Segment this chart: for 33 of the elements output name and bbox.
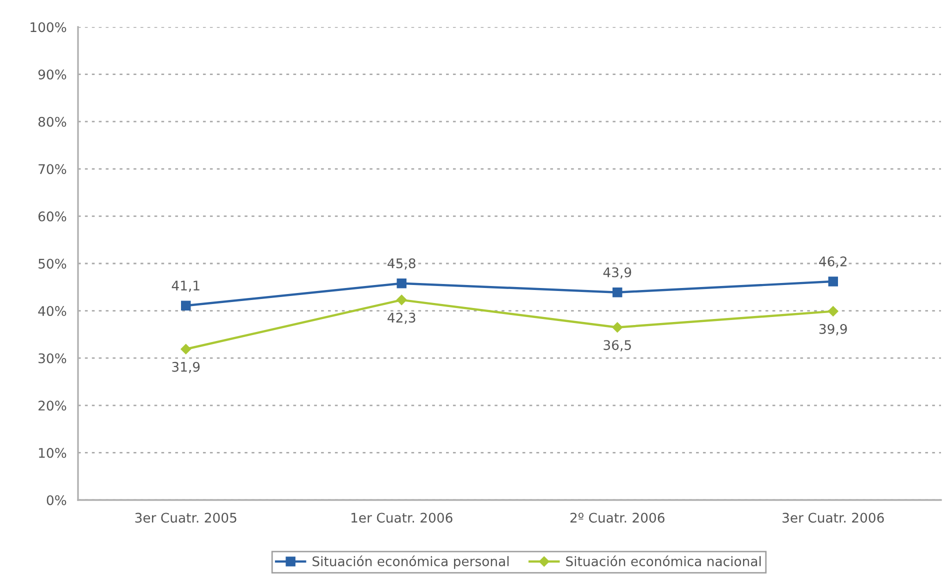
data-label: 42,3 bbox=[388, 312, 416, 324]
data-label: 43,9 bbox=[603, 267, 632, 279]
point bbox=[181, 300, 191, 310]
data-label: 46,2 bbox=[819, 256, 846, 268]
point bbox=[396, 278, 406, 288]
y-tick-label: 30% bbox=[38, 353, 66, 364]
x-tick-label: 3er Cuatr. 2005 bbox=[135, 512, 236, 523]
y-tick-label: 20% bbox=[38, 400, 66, 411]
legend-label: Situación económica nacional bbox=[566, 556, 761, 566]
point bbox=[612, 322, 622, 332]
y-tick-label: 100% bbox=[30, 22, 66, 32]
x-tick-label: 1er Cuatr. 2006 bbox=[352, 512, 452, 523]
y-tick-label: 0% bbox=[46, 495, 66, 506]
data-label: 36,5 bbox=[604, 340, 631, 352]
data-label: 45,8 bbox=[388, 258, 416, 270]
y-tick-label: 70% bbox=[38, 164, 66, 174]
data-label: 39,9 bbox=[819, 324, 847, 336]
y-tick-label: 40% bbox=[38, 306, 66, 316]
y-tick-label: 90% bbox=[38, 70, 66, 80]
point bbox=[828, 306, 838, 316]
legend-label: Situación económica personal bbox=[312, 556, 509, 569]
data-label: 41,1 bbox=[172, 280, 200, 292]
point bbox=[828, 276, 838, 286]
x-tick-label: 3er Cuatr. 2006 bbox=[782, 512, 884, 523]
y-tick-label: 80% bbox=[38, 116, 66, 127]
y-tick-label: 50% bbox=[38, 258, 66, 269]
x-tick-label: 2º Cuatr. 2006 bbox=[570, 512, 664, 523]
y-tick-label: 60% bbox=[38, 211, 66, 222]
y-tick-label: 10% bbox=[39, 448, 66, 458]
point bbox=[612, 287, 622, 298]
point bbox=[180, 344, 191, 354]
data-label: 31,9 bbox=[172, 362, 200, 374]
point bbox=[396, 294, 407, 306]
